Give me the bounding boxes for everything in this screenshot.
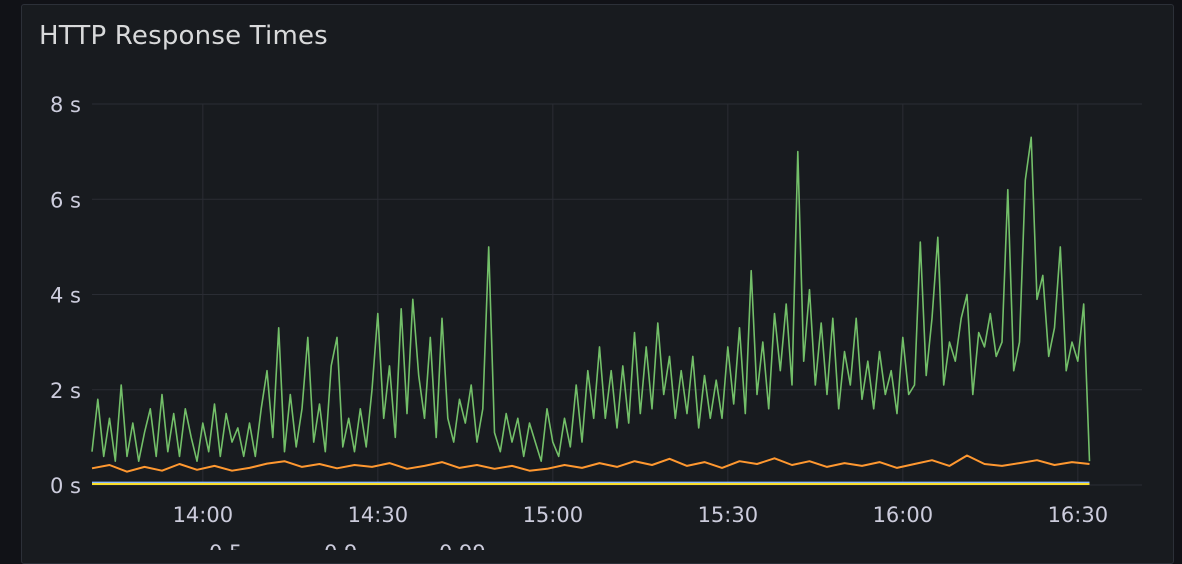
y-axis: 0 s 2 s 4 s 6 s 8 s — [50, 93, 81, 498]
x-tick-label: 14:30 — [348, 503, 409, 527]
series-line-1 — [91, 454, 1090, 473]
legend-item-label[interactable]: 0.99 — [439, 541, 486, 550]
legend-item-label[interactable]: 0.5 — [209, 541, 242, 550]
x-tick-label: 14:00 — [173, 503, 234, 527]
series-line-0 — [91, 136, 1091, 463]
y-tick-label: 2 s — [50, 379, 81, 403]
x-tick-label: 15:30 — [698, 503, 759, 527]
chart-panel: HTTP Response Times — [21, 4, 1174, 564]
y-tick-label: 6 s — [50, 188, 81, 212]
legend-item-label[interactable]: 0.9 — [324, 541, 357, 550]
series-lines — [91, 136, 1091, 485]
legend[interactable]: 0.5 0.9 0.99 — [175, 541, 486, 550]
response-time-chart[interactable]: 0 s 2 s 4 s 6 s 8 s 14:00 14:30 15:00 15:30 16:0… — [0, 0, 1182, 550]
y-tick-label: 0 s — [50, 474, 81, 498]
x-axis: 14:00 14:30 15:00 15:30 16:00 16:30 — [173, 503, 1109, 527]
x-tick-label: 15:00 — [523, 503, 584, 527]
x-tick-label: 16:30 — [1048, 503, 1109, 527]
panel-title: HTTP Response Times — [39, 21, 328, 51]
y-tick-label: 4 s — [50, 284, 81, 308]
y-tick-label: 8 s — [50, 93, 81, 117]
x-tick-label: 16:00 — [873, 503, 934, 527]
